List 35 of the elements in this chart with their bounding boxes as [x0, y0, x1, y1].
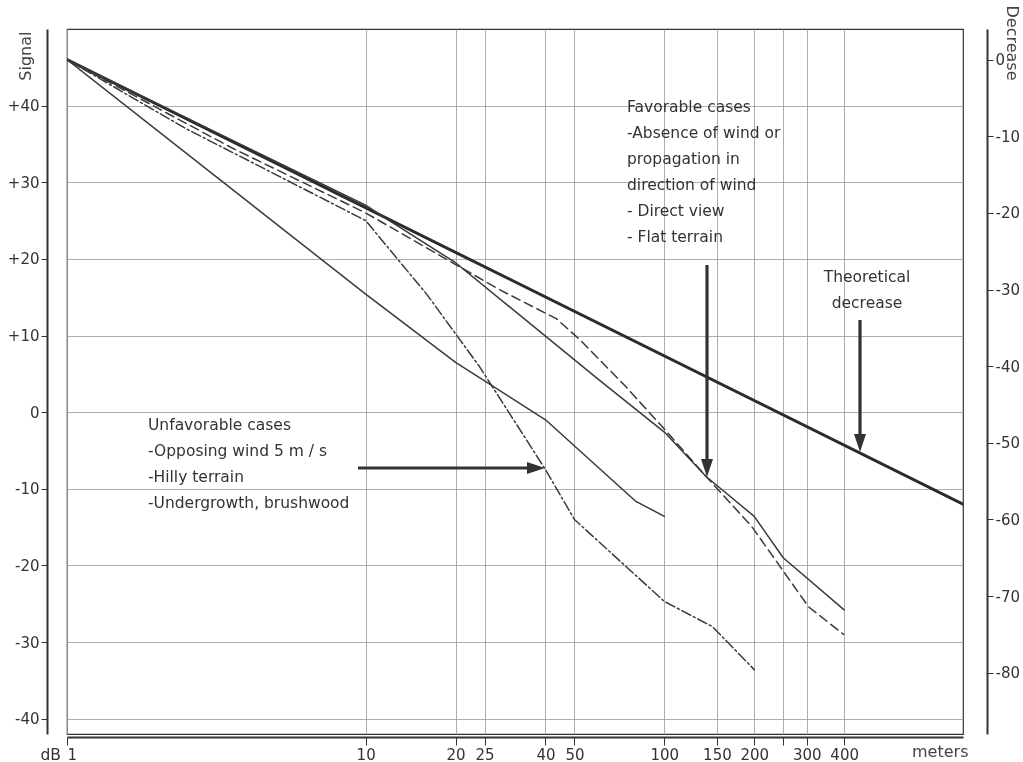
- y2-tick-label: -10: [995, 127, 1020, 146]
- annotation: Favorable cases -Absence of wind or propagation in direction of wind - Direct view - Flat terrain: [627, 98, 782, 246]
- annotation: Unfavorable cases -Opposing wind 5 m / s -Hilly terrain -Undergrowth, brushwood: [148, 416, 350, 512]
- x-tick-label: 400: [830, 745, 859, 762]
- x-tick-label: 50: [565, 745, 585, 762]
- x-tick-label: 100: [650, 745, 680, 762]
- annotation: Theoretical decrease: [822, 268, 911, 312]
- y2-tick-label: -50: [995, 434, 1020, 453]
- x-tick-label: 40: [536, 745, 556, 762]
- x-tick-label: 20: [446, 745, 466, 762]
- y2-tick-label: 0: [995, 51, 1006, 70]
- y-tick-label: 0: [29, 403, 40, 422]
- y2-tick-label: -40: [995, 357, 1020, 376]
- x-tick-label: 25: [475, 745, 495, 762]
- y2-tick-label: -60: [995, 510, 1020, 529]
- y2-tick-label: -80: [995, 664, 1020, 683]
- x-tick-label: 10: [356, 745, 376, 762]
- y-tick-label: -40: [15, 710, 40, 729]
- x-tick-label: 300: [793, 745, 822, 762]
- x-tick-label: 1: [67, 745, 78, 762]
- y-axis-title: Signal: [15, 31, 35, 81]
- y-tick-label: +40: [7, 97, 40, 116]
- y-tick-label: -10: [15, 480, 40, 499]
- x-tick-label: 200: [740, 745, 770, 762]
- x-axis-title: meters: [912, 741, 969, 761]
- y-tick-label: +30: [7, 173, 40, 192]
- y-tick-label: +10: [7, 327, 40, 346]
- text: dB: [40, 746, 61, 762]
- y2-tick-label: -20: [995, 204, 1020, 223]
- y2-tick-label: -70: [995, 587, 1020, 606]
- y2-tick-label: -30: [995, 281, 1020, 300]
- x-tick-label: 150: [703, 745, 732, 762]
- y-tick-label: +20: [7, 250, 40, 269]
- y-tick-label: -30: [15, 633, 40, 652]
- y-tick-label: -20: [15, 556, 40, 575]
